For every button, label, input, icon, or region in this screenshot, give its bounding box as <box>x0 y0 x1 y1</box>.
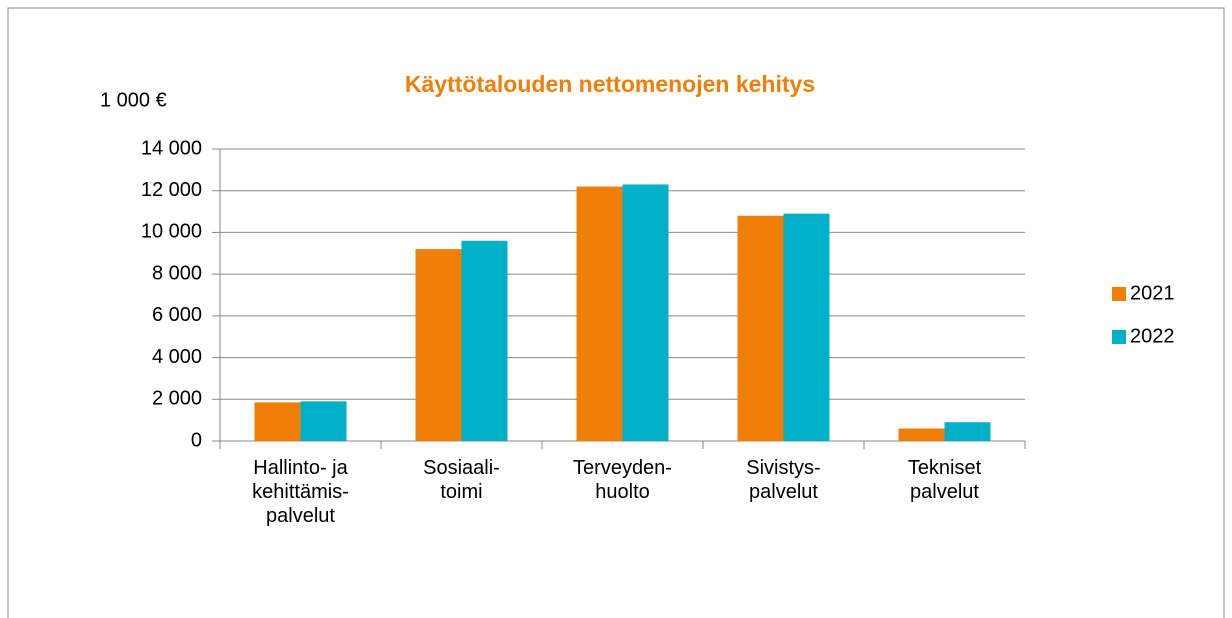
y-tick-label: 6 000 <box>152 304 202 326</box>
x-tick-label: Tekniset palvelut <box>907 457 982 503</box>
bar <box>576 186 623 441</box>
x-tick-label: Hallinto- ja kehittämis- palvelut <box>252 457 349 527</box>
x-tick-label: Terveyden- huolto <box>573 457 672 503</box>
bar <box>300 401 347 441</box>
bar <box>783 213 830 441</box>
legend-swatch <box>1112 330 1126 344</box>
legend-label: 2022 <box>1130 325 1175 347</box>
bar <box>622 184 669 441</box>
legend-swatch <box>1112 287 1126 301</box>
y-tick-label: 2 000 <box>152 388 202 410</box>
y-axis-label: 1 000 € <box>100 89 167 111</box>
bar <box>737 215 784 441</box>
y-tick-label: 8 000 <box>152 262 202 284</box>
y-tick-label: 12 000 <box>141 179 202 201</box>
y-tick-label: 10 000 <box>141 221 202 243</box>
y-tick-label: 0 <box>191 429 202 451</box>
chart-frame <box>7 7 1225 618</box>
y-tick-label: 14 000 <box>141 137 202 159</box>
bar <box>461 240 508 441</box>
y-tick-label: 4 000 <box>152 346 202 368</box>
chart-title: Käyttötalouden nettomenojen kehitys <box>405 71 815 97</box>
bar <box>254 402 301 441</box>
bar <box>415 249 462 441</box>
bar <box>898 428 945 441</box>
bar <box>944 422 991 441</box>
x-tick-label: Sivistys- palvelut <box>746 457 821 503</box>
x-tick-label: Sosiaali- toimi <box>423 457 500 503</box>
legend-label: 2021 <box>1130 282 1175 304</box>
